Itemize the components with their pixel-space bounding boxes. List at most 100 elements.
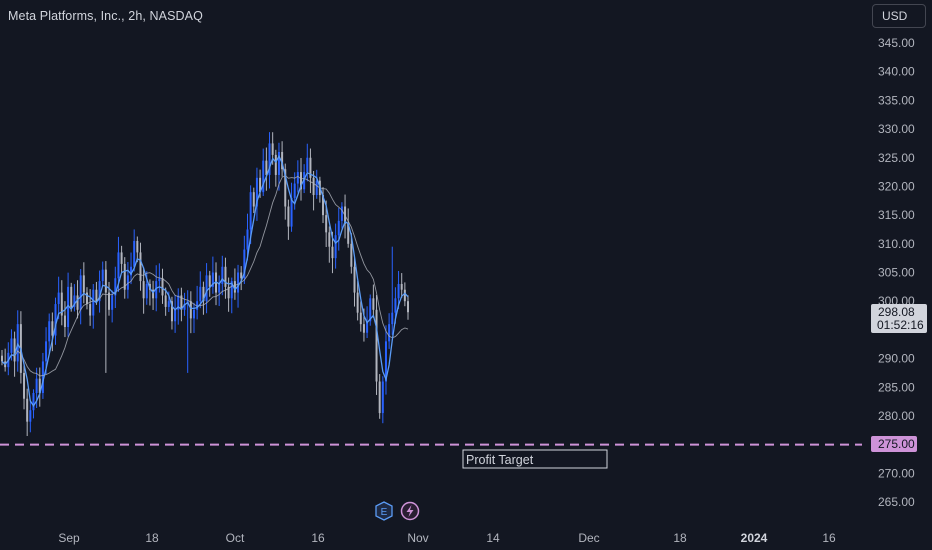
candle-body xyxy=(369,298,372,322)
candle-body xyxy=(293,183,296,198)
candle-body xyxy=(23,372,26,399)
candle-body xyxy=(265,160,268,175)
price-tick-label: 340.00 xyxy=(878,65,915,79)
candle-body xyxy=(29,410,32,422)
candle-body xyxy=(70,286,73,307)
candle-body xyxy=(274,154,277,175)
candle-body xyxy=(296,172,299,184)
candle-body xyxy=(287,206,290,227)
price-tick-label: 325.00 xyxy=(878,151,915,165)
candle-body xyxy=(38,378,41,393)
candle-body xyxy=(340,206,343,221)
price-tick-label: 265.00 xyxy=(878,495,915,509)
candle-body xyxy=(101,269,104,282)
last-price-value: 298.08 xyxy=(878,305,915,319)
candle-body xyxy=(170,301,173,322)
candle-body xyxy=(403,289,406,302)
candle-body xyxy=(284,169,287,207)
candle-body xyxy=(167,301,170,307)
candle-body xyxy=(1,355,3,362)
candle-body xyxy=(407,301,409,313)
time-tick-label: 16 xyxy=(311,531,325,545)
candle-body xyxy=(95,289,98,302)
candle-body xyxy=(259,177,262,193)
price-tick-label: 270.00 xyxy=(878,466,915,480)
candle-body xyxy=(67,286,70,328)
candle-body xyxy=(312,177,315,196)
price-tick-label: 315.00 xyxy=(878,208,915,222)
candle-body xyxy=(177,295,180,310)
candle-body xyxy=(246,229,249,250)
time-tick-label: Dec xyxy=(578,531,599,545)
candle-body xyxy=(120,252,123,264)
candle-body xyxy=(145,283,148,299)
candle-body xyxy=(400,283,403,290)
currency-button[interactable]: USD xyxy=(872,4,926,28)
last-price-label: 298.08 01:52:16 xyxy=(871,304,927,333)
bar-countdown: 01:52:16 xyxy=(877,318,924,332)
candle-body xyxy=(92,289,95,316)
candle-body xyxy=(13,338,16,362)
candle-body xyxy=(155,281,158,299)
candle-body xyxy=(89,304,92,316)
candle-body xyxy=(359,312,362,325)
candle-body xyxy=(196,301,199,310)
candle-body xyxy=(139,252,142,282)
candle-body xyxy=(268,143,271,175)
candle-body xyxy=(76,295,79,310)
candle-body xyxy=(123,263,126,290)
candle-body xyxy=(243,249,246,279)
candle-body xyxy=(35,378,38,393)
candle-body xyxy=(199,286,202,302)
candle-body xyxy=(384,341,387,382)
candle-body xyxy=(130,266,133,276)
candle-body xyxy=(10,338,13,353)
candle-body xyxy=(255,177,258,207)
candle-body xyxy=(126,275,129,290)
price-tick-label: 290.00 xyxy=(878,352,915,366)
candle-body xyxy=(104,269,107,293)
candle-body xyxy=(73,295,76,307)
price-tick-label: 320.00 xyxy=(878,179,915,193)
candle-body xyxy=(366,321,369,333)
candle-body xyxy=(136,240,139,253)
time-axis[interactable]: Sep 18 Oct 16 Nov 14 Dec 18 2024 16 xyxy=(58,531,836,545)
candle-body xyxy=(249,192,252,230)
candle-body xyxy=(158,278,161,282)
candle-body xyxy=(328,232,331,247)
candle-body xyxy=(41,361,44,393)
candle-body xyxy=(309,157,312,178)
candlestick-series xyxy=(1,132,409,437)
candle-body xyxy=(372,298,375,310)
candle-body xyxy=(290,197,293,227)
candle-body xyxy=(262,160,265,193)
candle-body xyxy=(133,240,136,267)
price-axis[interactable]: 345.00 340.00 335.00 330.00 325.00 320.00 315.… xyxy=(878,36,915,509)
candle-body xyxy=(79,275,82,310)
candle-body xyxy=(240,272,243,279)
profit-target-label[interactable]: Profit Target xyxy=(462,449,608,469)
candle-body xyxy=(63,315,66,328)
candle-body xyxy=(230,281,233,299)
price-tick-label: 345.00 xyxy=(878,36,915,50)
price-tick-label: 310.00 xyxy=(878,237,915,251)
time-tick-label: 18 xyxy=(145,531,159,545)
candle-body xyxy=(315,180,318,196)
symbol-title: Meta Platforms, Inc., 2h, NASDAQ xyxy=(8,9,203,23)
candle-body xyxy=(388,324,391,342)
candle-body xyxy=(322,195,325,216)
earnings-icon[interactable]: E xyxy=(375,501,393,521)
candle-body xyxy=(252,192,255,207)
event-markers: E xyxy=(375,501,420,521)
profit-target-text: Profit Target xyxy=(466,453,534,467)
price-tick-label: 335.00 xyxy=(878,93,915,107)
fast-moving-average xyxy=(1,154,409,408)
candle-body xyxy=(164,295,167,307)
candle-body xyxy=(98,281,101,302)
earnings-letter: E xyxy=(381,507,388,518)
candle-body xyxy=(117,252,120,279)
lightning-icon[interactable] xyxy=(400,501,420,521)
candle-body xyxy=(356,292,359,313)
slow-moving-average xyxy=(1,174,409,377)
